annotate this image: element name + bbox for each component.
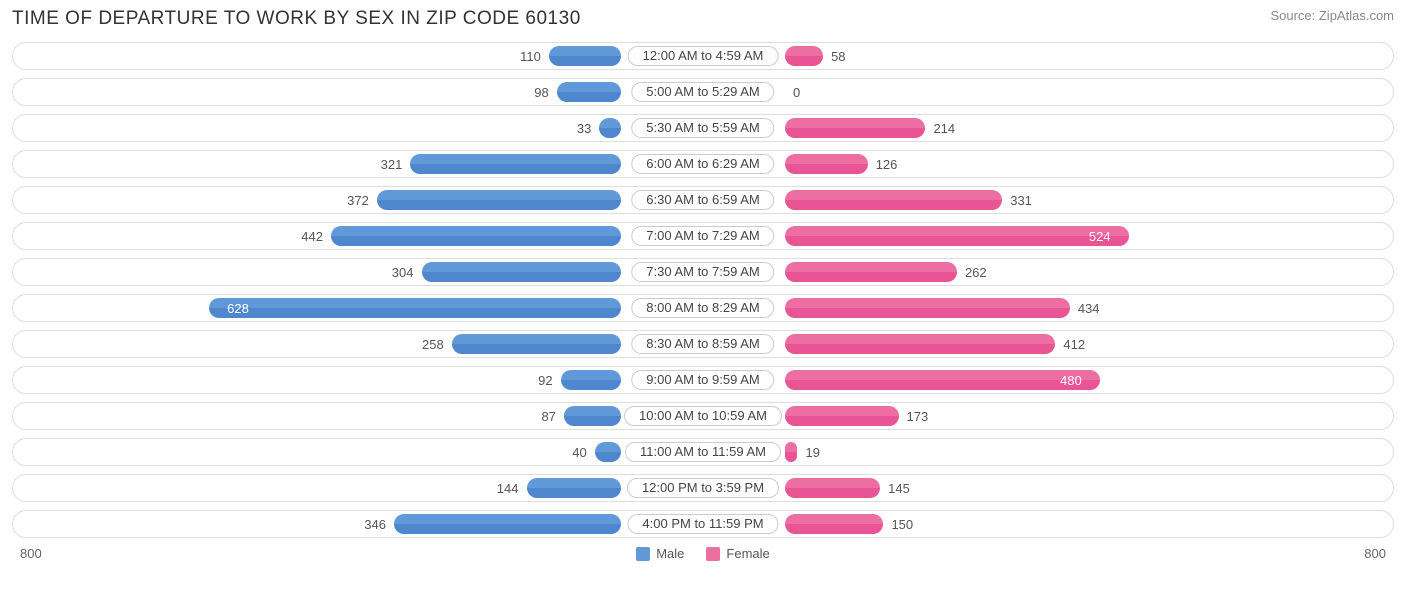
female-bar	[785, 262, 957, 282]
male-value: 144	[497, 475, 519, 503]
category-label: 12:00 AM to 4:59 AM	[628, 46, 779, 66]
male-value: 98	[534, 79, 548, 107]
male-value: 40	[572, 439, 586, 467]
legend: Male Female	[636, 546, 770, 561]
female-bar	[785, 514, 883, 534]
female-value: 434	[1078, 295, 1100, 323]
chart-row: 6:30 AM to 6:59 AM 372 331	[12, 186, 1394, 214]
chart-container: TIME OF DEPARTURE TO WORK BY SEX IN ZIP …	[0, 0, 1406, 595]
female-bar	[785, 406, 899, 426]
female-value: 331	[1010, 187, 1032, 215]
male-value: 258	[422, 331, 444, 359]
chart-row: 8:00 AM to 8:29 AM 628 434	[12, 294, 1394, 322]
male-value: 304	[392, 259, 414, 287]
chart-row: 12:00 AM to 4:59 AM 110 58	[12, 42, 1394, 70]
legend-label: Male	[656, 546, 684, 561]
female-bar	[785, 478, 880, 498]
male-bar	[599, 118, 621, 138]
chart-row: 5:00 AM to 5:29 AM 98 0	[12, 78, 1394, 106]
legend-item: Female	[706, 546, 769, 561]
male-bar	[331, 226, 621, 246]
male-value: 92	[538, 367, 552, 395]
male-value: 346	[364, 511, 386, 539]
category-label: 7:00 AM to 7:29 AM	[631, 226, 774, 246]
female-bar	[785, 334, 1055, 354]
male-value: 442	[301, 223, 323, 251]
female-value: 480	[1060, 367, 1082, 395]
category-label: 6:00 AM to 6:29 AM	[631, 154, 774, 174]
female-value: 214	[933, 115, 955, 143]
female-bar	[785, 442, 797, 462]
male-value: 87	[541, 403, 555, 431]
female-bar	[785, 46, 823, 66]
female-bar	[785, 118, 925, 138]
chart-row: 6:00 AM to 6:29 AM 321 126	[12, 150, 1394, 178]
category-label: 4:00 PM to 11:59 PM	[627, 514, 778, 534]
female-value: 150	[891, 511, 913, 539]
chart-row: 10:00 AM to 10:59 AM 87 173	[12, 402, 1394, 430]
axis-max-left: 800	[20, 546, 42, 561]
category-label: 7:30 AM to 7:59 AM	[631, 262, 774, 282]
female-value: 412	[1063, 331, 1085, 359]
chart-row: 9:00 AM to 9:59 AM 92 480	[12, 366, 1394, 394]
male-bar	[209, 298, 621, 318]
male-bar	[452, 334, 621, 354]
male-value: 628	[227, 295, 249, 323]
male-bar	[564, 406, 621, 426]
rows-area: 12:00 AM to 4:59 AM 110 58 5:00 AM to 5:29 …	[12, 42, 1394, 538]
male-bar	[549, 46, 621, 66]
chart-row: 4:00 PM to 11:59 PM 346 150	[12, 510, 1394, 538]
male-bar	[527, 478, 622, 498]
male-bar	[394, 514, 621, 534]
chart-footer: 800 Male Female 800	[12, 546, 1394, 561]
male-value: 110	[520, 43, 541, 71]
male-value: 33	[577, 115, 591, 143]
female-value: 173	[907, 403, 929, 431]
male-bar	[410, 154, 621, 174]
female-bar	[785, 226, 1129, 246]
chart-row: 7:00 AM to 7:29 AM 442 524	[12, 222, 1394, 250]
axis-max-right: 800	[1364, 546, 1386, 561]
category-label: 12:00 PM to 3:59 PM	[627, 478, 779, 498]
category-label: 6:30 AM to 6:59 AM	[631, 190, 774, 210]
male-bar	[595, 442, 621, 462]
chart-row: 7:30 AM to 7:59 AM 304 262	[12, 258, 1394, 286]
legend-item: Male	[636, 546, 684, 561]
female-value: 19	[805, 439, 819, 467]
chart-title: TIME OF DEPARTURE TO WORK BY SEX IN ZIP …	[12, 8, 581, 30]
legend-swatch	[636, 547, 650, 561]
male-bar	[377, 190, 621, 210]
male-bar	[557, 82, 621, 102]
female-value: 145	[888, 475, 910, 503]
chart-row: 8:30 AM to 8:59 AM 258 412	[12, 330, 1394, 358]
header: TIME OF DEPARTURE TO WORK BY SEX IN ZIP …	[12, 8, 1394, 30]
chart-row: 11:00 AM to 11:59 AM 40 19	[12, 438, 1394, 466]
chart-source: Source: ZipAtlas.com	[1270, 8, 1394, 23]
chart-row: 5:30 AM to 5:59 AM 33 214	[12, 114, 1394, 142]
female-bar	[785, 298, 1070, 318]
female-bar	[785, 190, 1002, 210]
male-value: 321	[381, 151, 403, 179]
category-label: 11:00 AM to 11:59 AM	[625, 442, 781, 462]
legend-swatch	[706, 547, 720, 561]
female-value: 262	[965, 259, 987, 287]
female-bar	[785, 370, 1100, 390]
chart-row: 12:00 PM to 3:59 PM 144 145	[12, 474, 1394, 502]
female-bar	[785, 154, 868, 174]
male-bar	[561, 370, 621, 390]
category-label: 5:00 AM to 5:29 AM	[631, 82, 774, 102]
male-value: 372	[347, 187, 369, 215]
female-value: 0	[793, 79, 800, 107]
female-value: 58	[831, 43, 845, 71]
male-bar	[422, 262, 622, 282]
category-label: 9:00 AM to 9:59 AM	[631, 370, 774, 390]
female-value: 126	[876, 151, 898, 179]
category-label: 10:00 AM to 10:59 AM	[624, 406, 782, 426]
legend-label: Female	[726, 546, 769, 561]
female-value: 524	[1089, 223, 1111, 251]
category-label: 8:30 AM to 8:59 AM	[631, 334, 774, 354]
category-label: 8:00 AM to 8:29 AM	[631, 298, 774, 318]
category-label: 5:30 AM to 5:59 AM	[631, 118, 774, 138]
